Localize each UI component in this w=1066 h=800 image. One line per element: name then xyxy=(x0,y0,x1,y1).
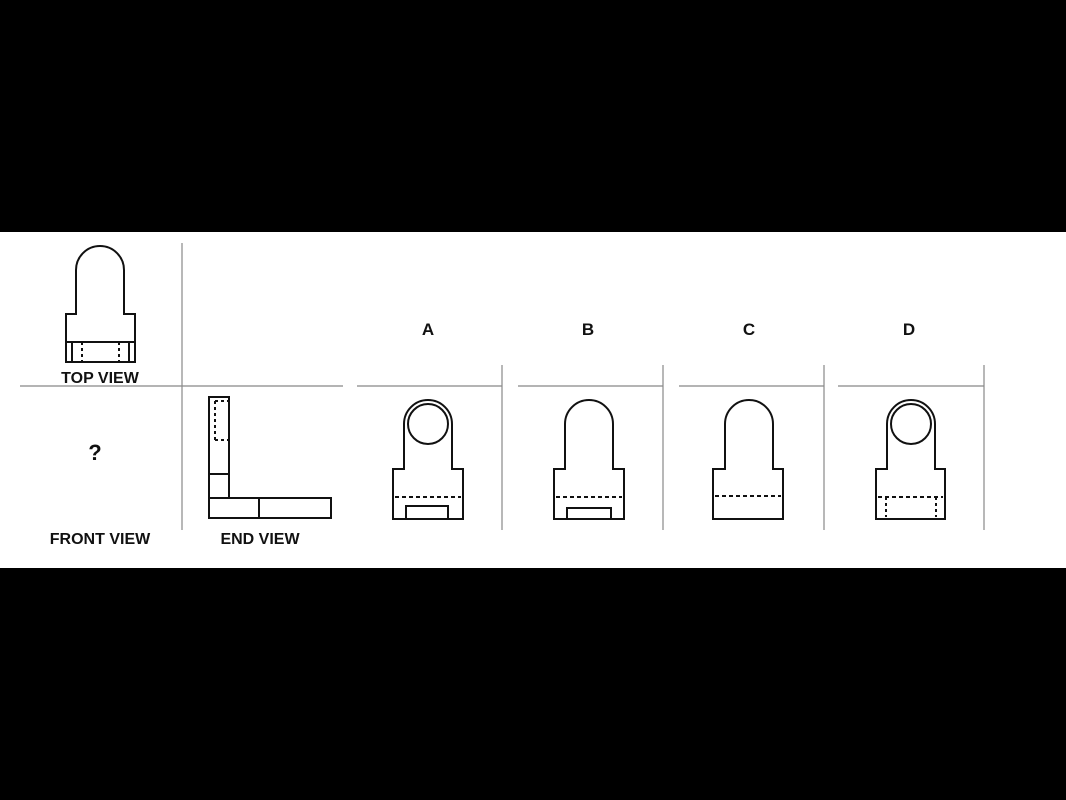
option-d-drawing[interactable] xyxy=(875,399,946,520)
grid-lines xyxy=(20,243,985,530)
option-a-drawing[interactable] xyxy=(392,399,464,520)
front-view-label: FRONT VIEW xyxy=(50,531,151,548)
option-c-drawing[interactable] xyxy=(712,399,784,520)
option-a-letter[interactable]: A xyxy=(422,320,434,339)
option-b-outline xyxy=(553,399,625,520)
question-mark: ? xyxy=(88,440,101,465)
puzzle-panel xyxy=(0,232,1066,568)
option-b-drawing[interactable] xyxy=(553,399,625,520)
option-a-outline xyxy=(392,399,464,520)
option-a-slot xyxy=(405,505,449,520)
option-b-letter[interactable]: B xyxy=(582,320,594,339)
option-d-letter[interactable]: D xyxy=(903,320,915,339)
option-d-hole xyxy=(890,403,932,445)
end-view-label: END VIEW xyxy=(220,531,300,548)
top-view-outline xyxy=(65,245,136,363)
option-a-hole xyxy=(407,403,449,445)
option-c-letter[interactable]: C xyxy=(743,320,755,339)
option-c-outline xyxy=(712,399,784,520)
option-d-outline xyxy=(875,399,946,520)
end-view-outline xyxy=(208,396,332,519)
end-view-drawing xyxy=(208,396,332,519)
top-view-drawing xyxy=(65,245,136,363)
option-b-slot xyxy=(566,507,612,520)
top-view-label: TOP VIEW xyxy=(61,370,140,387)
